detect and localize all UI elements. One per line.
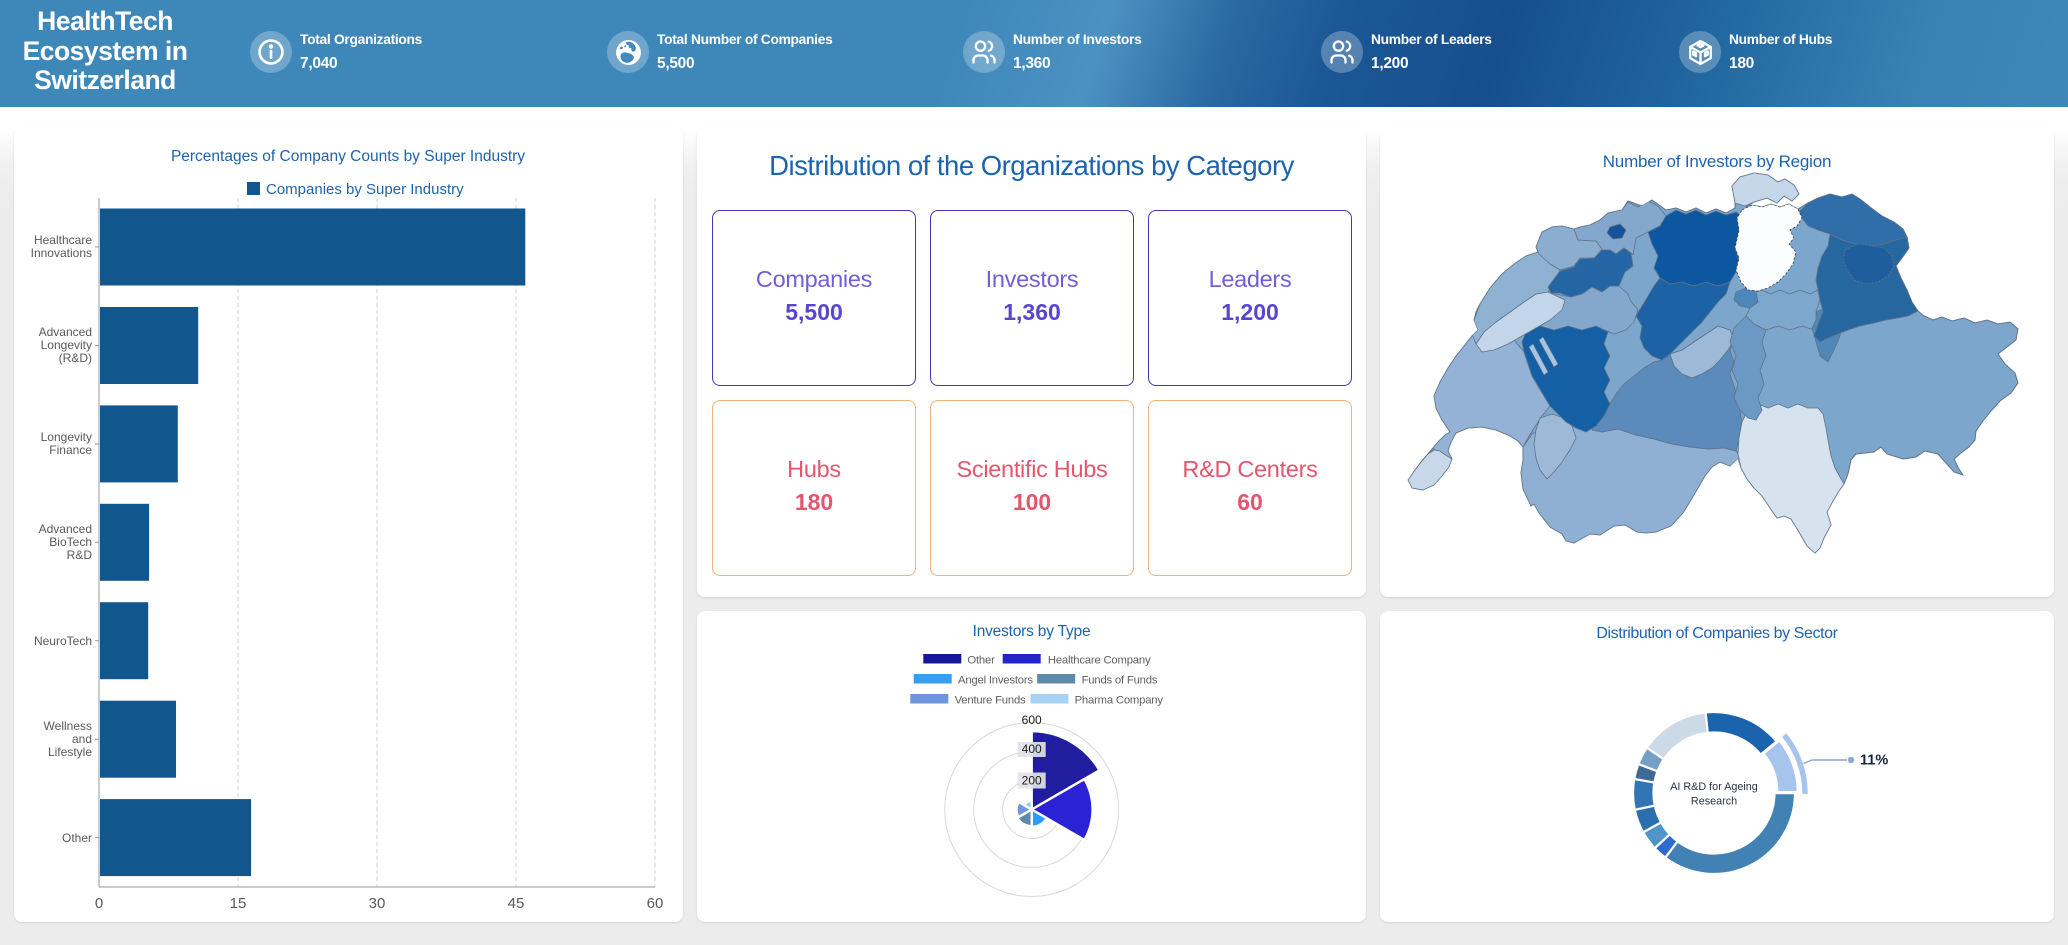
svg-text:NeuroTech: NeuroTech [34,634,92,648]
svg-text:Percentages of Company Counts: Percentages of Company Counts by Super I… [171,148,525,165]
svg-text:AI R&D for Ageing: AI R&D for Ageing [1670,781,1758,793]
svg-text:0: 0 [95,895,103,912]
svg-text:15: 15 [230,895,247,912]
svg-text:Companies by Super Industry: Companies by Super Industry [266,181,464,198]
svg-text:Research: Research [1691,796,1737,808]
svg-text:Healthcare Company: Healthcare Company [1048,655,1151,667]
svg-text:11%: 11% [1860,753,1888,769]
svg-text:600: 600 [1022,713,1042,727]
svg-text:200: 200 [1022,774,1042,788]
svg-text:30: 30 [369,895,386,912]
svg-text:Pharma Company: Pharma Company [1075,695,1164,707]
svg-text:400: 400 [1022,742,1042,756]
svg-text:Other: Other [62,831,92,845]
svg-text:Venture Funds: Venture Funds [955,695,1026,707]
svg-text:45: 45 [508,895,525,912]
svg-text:60: 60 [647,895,664,912]
svg-text:Funds of Funds: Funds of Funds [1082,675,1158,687]
svg-text:Other: Other [967,655,995,667]
svg-text:Angel Investors: Angel Investors [958,675,1033,687]
